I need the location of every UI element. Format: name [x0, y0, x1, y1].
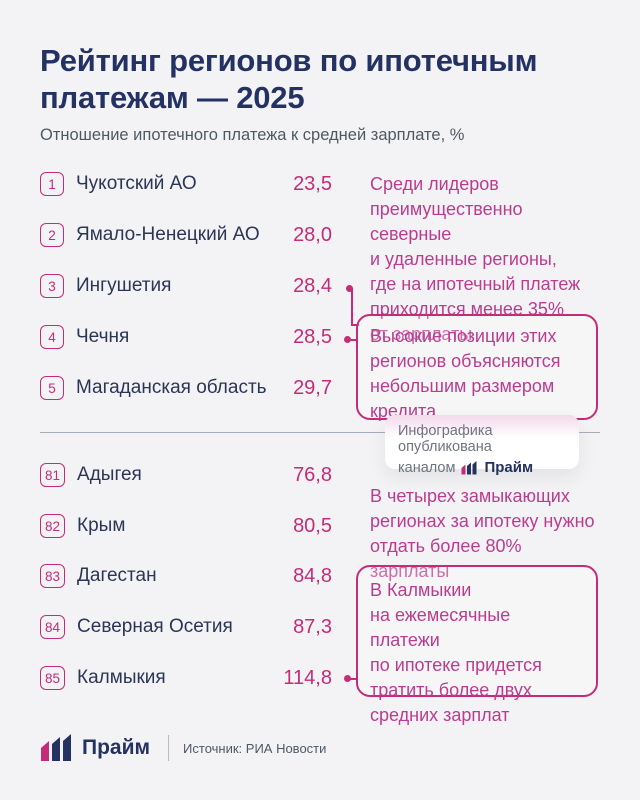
connector-dot	[346, 285, 353, 292]
table-row: 84 Северная Осетия 87,3	[40, 611, 332, 643]
region-value: 87,3	[293, 615, 332, 638]
region-value: 23,5	[293, 172, 332, 195]
footer: Прайм Источник: РИА Новости	[40, 734, 326, 762]
table-row: 5 Магаданская область 29,7	[40, 372, 332, 404]
table-row: 3 Ингушетия 28,4	[40, 270, 332, 302]
region-name: Чечня	[76, 326, 130, 347]
region-name: Калмыкия	[77, 667, 166, 688]
credit-line1: Инфографика опубликована	[398, 423, 493, 455]
rank-badge: 84	[40, 615, 66, 639]
callout-bottom: В Калмыкии на ежемесячные платежи по ипо…	[356, 565, 598, 725]
region-name: Ямало-Ненецкий АО	[76, 224, 260, 245]
annotation-bottom-note: В четырех замыкающих регионах за ипотеку…	[370, 486, 595, 581]
table-row: 1 Чукотский АО 23,5	[40, 168, 332, 200]
region-name: Ингушетия	[76, 275, 172, 296]
footer-source: Источник: РИА Новости	[183, 740, 327, 756]
credit-line2-prefix: каналом	[398, 459, 456, 476]
table-row: 82 Крым 80,5	[40, 510, 332, 542]
connector-line	[349, 339, 358, 341]
rank-badge: 83	[40, 564, 66, 588]
region-value: 80,5	[293, 514, 332, 537]
connector-line	[351, 288, 353, 326]
rank-badge: 82	[40, 514, 66, 538]
rank-badge: 3	[40, 274, 64, 298]
region-value: 76,8	[293, 463, 332, 486]
page-subtitle: Отношение ипотечного платежа к средней з…	[40, 126, 465, 144]
table-row: 2 Ямало-Ненецкий АО 28,0	[40, 219, 332, 251]
rank-badge: 4	[40, 325, 64, 349]
region-value: 84,8	[293, 564, 332, 587]
region-value: 28,4	[293, 274, 332, 297]
rank-badge: 1	[40, 172, 64, 196]
rank-badge: 2	[40, 223, 64, 247]
callout-top: Высокие позиции этих регионов объясняютс…	[356, 314, 598, 421]
region-value: 114,8	[283, 666, 332, 689]
connector-dot	[344, 675, 351, 682]
region-name: Дагестан	[77, 565, 157, 586]
rank-badge: 5	[40, 376, 64, 400]
table-row: 83 Дагестан 84,8	[40, 560, 332, 592]
section-divider	[40, 432, 600, 433]
rank-badge: 81	[40, 463, 66, 487]
table-row: 81 Адыгея 76,8	[40, 459, 332, 491]
connector-line	[351, 324, 359, 326]
region-name: Северная Осетия	[77, 616, 233, 637]
region-value: 29,7	[293, 376, 332, 399]
region-name: Магаданская область	[76, 377, 267, 398]
table-row: 85 Калмыкия 114,8	[40, 662, 332, 694]
annotation-top-note: Среди лидеров преимущественно северные и…	[370, 174, 581, 344]
region-value: 28,5	[293, 325, 332, 348]
rank-badge: 85	[40, 666, 66, 690]
prime-logo-icon	[461, 460, 478, 475]
region-name: Чукотский АО	[76, 173, 197, 194]
connector-line	[349, 678, 358, 680]
region-name: Крым	[77, 515, 126, 536]
footer-brand: Прайм	[82, 736, 151, 759]
connector-dot	[344, 336, 351, 343]
credit-brand: Прайм	[484, 459, 534, 476]
prime-logo-icon	[40, 734, 74, 762]
page-title: Рейтинг регионов по ипотечным платежам —…	[40, 43, 538, 115]
footer-separator	[168, 735, 170, 761]
region-name: Адыгея	[77, 464, 142, 485]
region-value: 28,0	[293, 223, 332, 246]
infographic-credit-card: Инфографика опубликована каналом Прайм	[385, 415, 579, 476]
table-row: 4 Чечня 28,5	[40, 321, 332, 353]
